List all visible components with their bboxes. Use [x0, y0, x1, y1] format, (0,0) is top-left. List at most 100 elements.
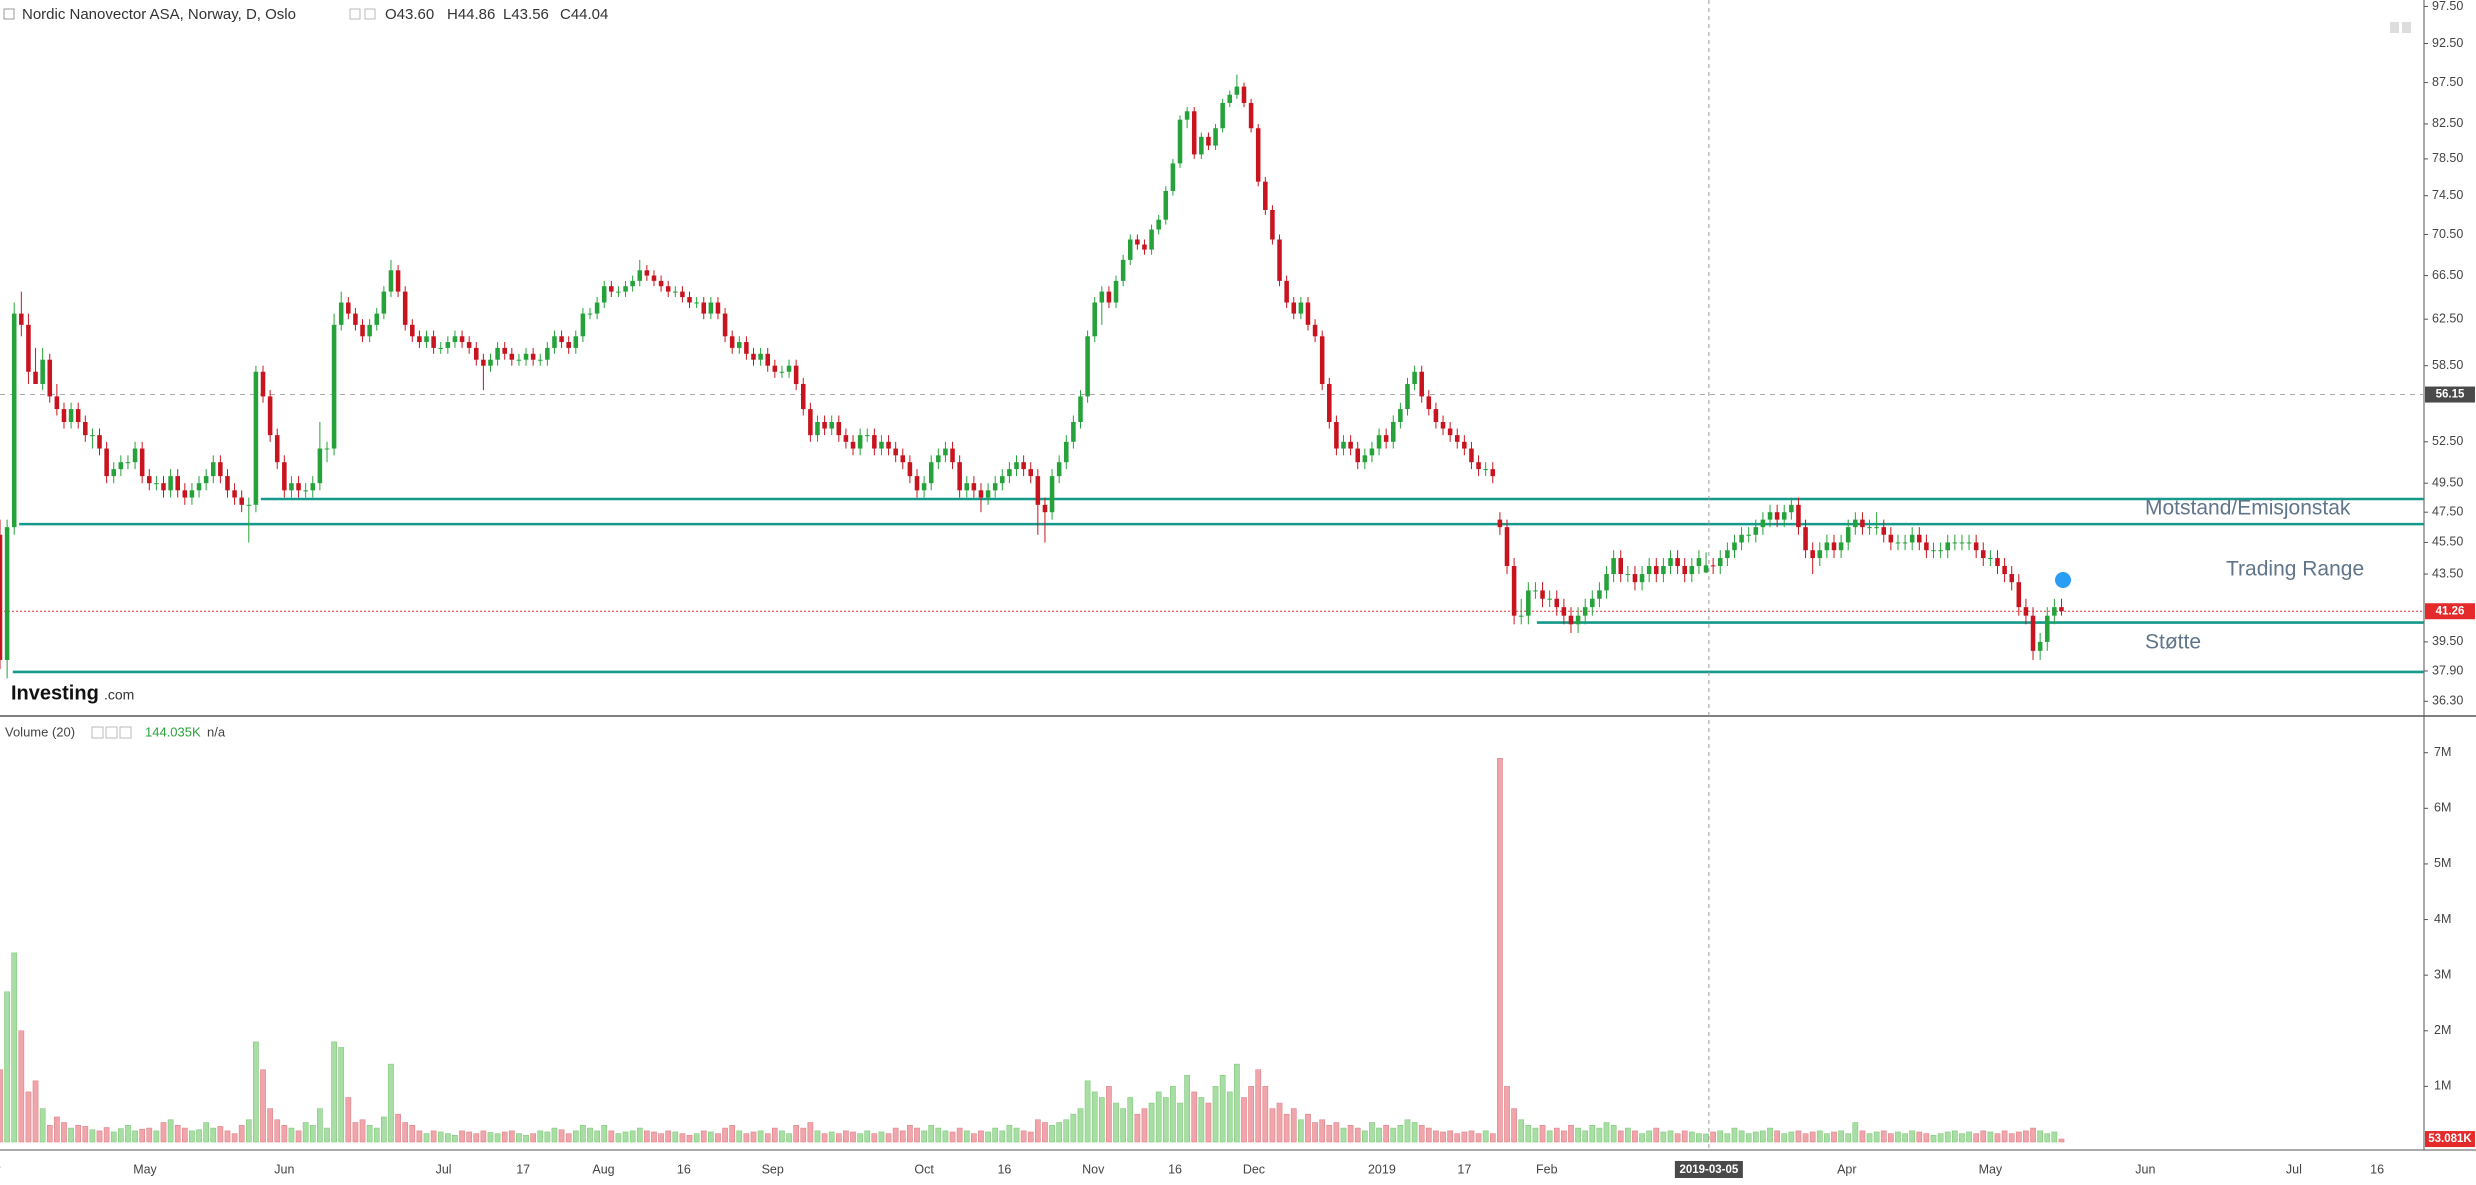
- candle-body: [1504, 527, 1510, 567]
- volume-bar: [1482, 1130, 1489, 1143]
- volume-bar: [1333, 1122, 1340, 1143]
- volume-bar: [594, 1130, 600, 1143]
- y-tick-label: 52.50: [2432, 434, 2463, 448]
- volume-bar: [117, 1128, 124, 1143]
- candle-body: [722, 313, 728, 337]
- volume-bar: [786, 1133, 792, 1143]
- candle-body: [530, 353, 536, 360]
- x-tick-label: Jun: [2135, 1162, 2155, 1176]
- toolbar-icon[interactable]: [2390, 22, 2399, 33]
- icon[interactable]: [91, 726, 104, 739]
- volume-bar: [1241, 1097, 1247, 1143]
- candle-body: [338, 302, 344, 325]
- candle-body: [559, 336, 564, 343]
- candle-body: [1199, 136, 1204, 155]
- settings-icon[interactable]: [349, 8, 361, 20]
- x-tick-label: 16: [677, 1162, 691, 1176]
- candle-body: [1412, 371, 1417, 384]
- volume-bar: [437, 1131, 444, 1143]
- volume-bar: [1127, 1097, 1134, 1143]
- candle-body: [609, 286, 614, 292]
- volume-bar: [764, 1133, 771, 1143]
- volume-bar: [1532, 1127, 1539, 1143]
- volume-bar: [2015, 1131, 2022, 1143]
- candle-body: [1590, 598, 1595, 608]
- candle-body: [1241, 86, 1247, 103]
- y-tick-label: 97.50: [2432, 0, 2463, 13]
- y-tick-label: 36.30: [2432, 694, 2463, 708]
- volume-bar: [1177, 1102, 1183, 1143]
- candle-body: [992, 483, 998, 491]
- candle-body: [573, 336, 579, 348]
- volume-bar: [54, 1116, 60, 1143]
- candle-body: [680, 291, 685, 298]
- candle-body: [793, 365, 799, 384]
- symbol-title: Nordic Nanovector ASA, Norway, D, Oslo: [22, 6, 296, 23]
- close-icon[interactable]: [364, 8, 376, 20]
- candle-body: [1433, 409, 1439, 422]
- x-tick-label: Apr: [1837, 1162, 1856, 1176]
- candle-body: [1753, 527, 1759, 535]
- volume-bar: [1290, 1108, 1297, 1143]
- volume-bar: [103, 1127, 110, 1143]
- candle-body: [97, 435, 102, 449]
- y-tick-label: 37.90: [2432, 663, 2463, 677]
- volume-bar: [686, 1135, 693, 1143]
- volume-bar: [238, 1125, 245, 1143]
- volume-tick-label: 6M: [2434, 801, 2451, 815]
- toolbar-icon[interactable]: [2402, 22, 2411, 33]
- candle-body: [836, 421, 842, 436]
- icon[interactable]: [119, 726, 132, 739]
- icon[interactable]: [105, 726, 118, 739]
- volume-ma-value: n/a: [207, 724, 226, 739]
- volume-bar: [1660, 1131, 1667, 1143]
- volume-bar: [18, 1030, 25, 1143]
- volume-bar: [942, 1130, 949, 1143]
- volume-bar: [1539, 1125, 1546, 1143]
- volume-bar: [843, 1130, 849, 1143]
- candle-body: [0, 534, 3, 660]
- volume-bar: [1895, 1131, 1901, 1143]
- candle-body: [360, 324, 365, 337]
- volume-bar: [1205, 1102, 1212, 1143]
- candle-body: [1476, 462, 1481, 470]
- candle-body: [971, 483, 977, 491]
- volume-bar: [388, 1063, 394, 1143]
- volume-bar: [1049, 1125, 1055, 1143]
- volume-bar: [331, 1041, 337, 1143]
- candle-body: [1902, 542, 1908, 544]
- volume-bar: [1873, 1131, 1880, 1143]
- candle-body: [1604, 574, 1609, 591]
- candle-body: [1746, 534, 1751, 536]
- volume-bar: [1034, 1119, 1041, 1143]
- candle-body: [1860, 519, 1865, 528]
- volume-bar: [402, 1122, 409, 1143]
- volume-bar: [487, 1132, 494, 1143]
- volume-bar: [1134, 1113, 1141, 1143]
- candle-body: [1710, 565, 1716, 567]
- candle-body: [1092, 302, 1097, 337]
- candle-body: [701, 302, 707, 314]
- candle-body: [1149, 229, 1154, 250]
- candle-body: [431, 336, 436, 348]
- candle-body: [1661, 566, 1666, 575]
- collapse-icon[interactable]: [3, 8, 15, 20]
- volume-bar: [608, 1130, 615, 1143]
- volume-bar: [1212, 1086, 1219, 1143]
- candle-body: [1945, 542, 1951, 551]
- candle-body: [545, 347, 550, 360]
- candle-body: [1426, 396, 1432, 410]
- candle-body: [1341, 441, 1346, 449]
- volume-bar: [366, 1125, 373, 1143]
- volume-bar: [864, 1130, 871, 1143]
- volume-bar: [444, 1133, 451, 1143]
- candle-body: [1881, 527, 1887, 535]
- candle-body: [424, 336, 429, 343]
- candle-body: [516, 359, 522, 361]
- candle-body: [125, 462, 131, 464]
- logo-suffix: .com: [104, 687, 134, 703]
- volume-bar: [1525, 1125, 1532, 1143]
- candle-body: [218, 462, 223, 477]
- volume-bar: [665, 1130, 672, 1143]
- candle-body: [1703, 565, 1709, 573]
